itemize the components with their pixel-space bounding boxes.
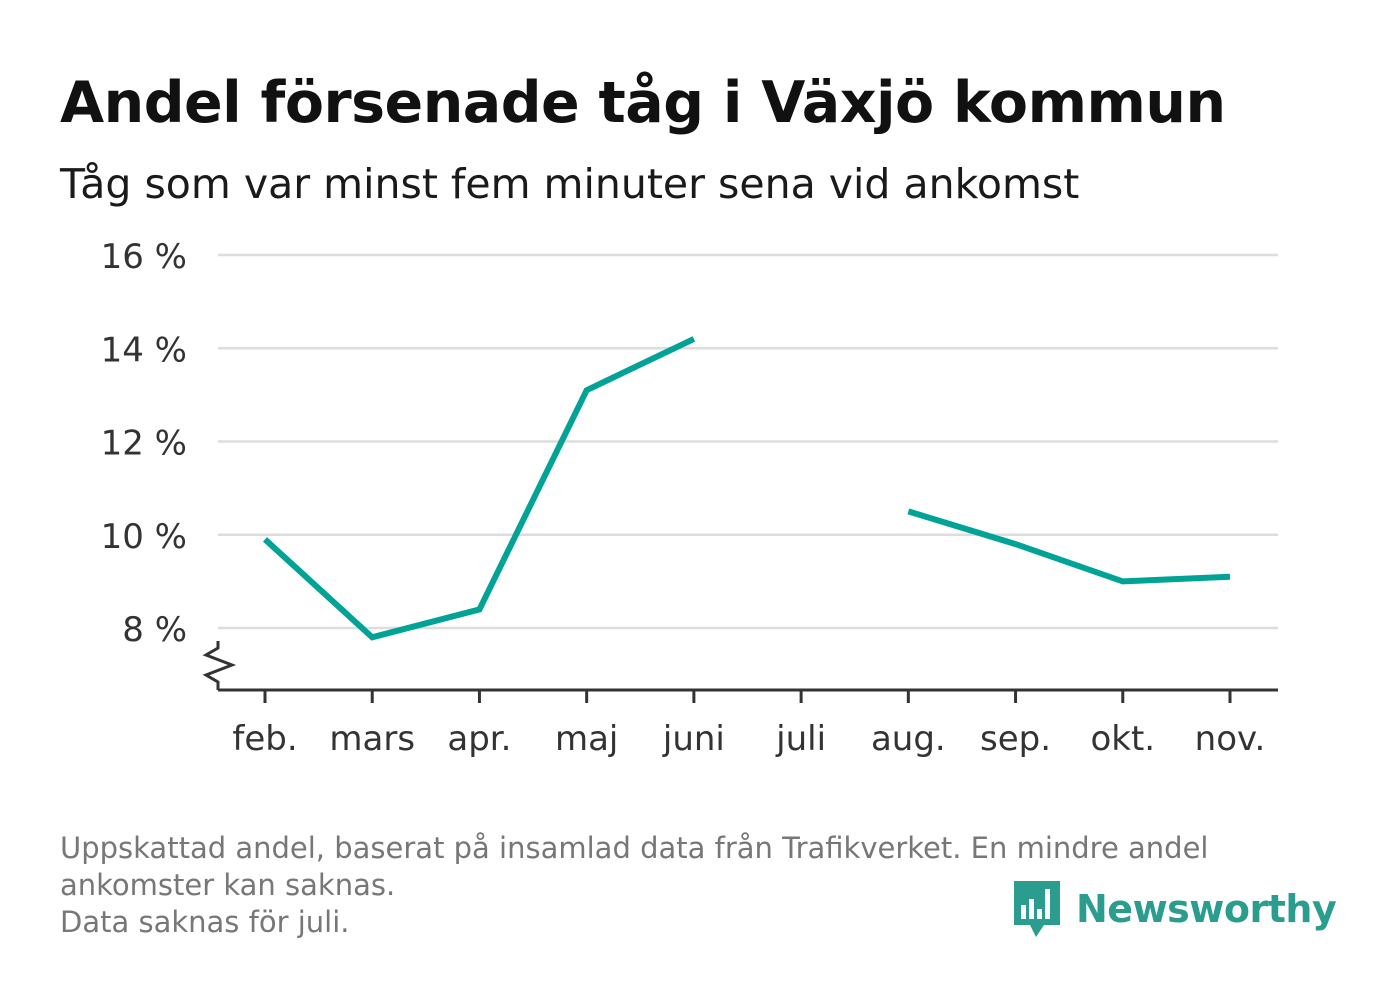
x-tick-label: apr.	[447, 719, 511, 759]
footer-note-1: Uppskattad andel, baserat på insamlad da…	[60, 831, 1209, 865]
series-line	[907, 508, 1231, 585]
x-tick-label: mars	[329, 719, 415, 759]
axis-break-marker	[202, 641, 237, 690]
x-tick-label: okt.	[1090, 719, 1155, 759]
x-tick-label: juli	[775, 719, 826, 759]
y-tick-label: 8 %	[122, 610, 187, 650]
x-tick-label: nov.	[1195, 719, 1266, 759]
x-tick-label: aug.	[871, 719, 946, 759]
line-chart: 8 % 10 % 12 % 14 % 16 % feb. mars apr. maj juni ju…	[101, 237, 1278, 759]
x-tick-label: feb.	[232, 719, 297, 759]
x-tick-label: sep.	[980, 719, 1051, 759]
brand-name: Newsworthy	[1076, 887, 1337, 931]
footer-note-3: Data saknas för juli.	[60, 905, 350, 939]
footer-note-2: ankomster kan saknas.	[60, 868, 396, 902]
y-tick-label: 14 %	[101, 330, 187, 370]
chart-subtitle: Tåg som var minst fem minuter sena vid a…	[60, 160, 1080, 208]
y-tick-label: 12 %	[101, 424, 187, 464]
x-tick-label: juni	[662, 719, 725, 759]
y-tick-label: 10 %	[101, 517, 187, 557]
newsworthy-logo: Newsworthy	[1012, 878, 1337, 940]
y-tick-label: 16 %	[101, 237, 187, 277]
chart-title: Andel försenade tåg i Växjö kommun	[60, 70, 1226, 136]
bar-chart-speech-bubble-icon	[1014, 881, 1060, 937]
footer-notes: Uppskattad andel, baserat på insamlad da…	[60, 830, 1320, 941]
series-line	[262, 336, 696, 641]
x-tick-label: maj	[555, 719, 618, 759]
